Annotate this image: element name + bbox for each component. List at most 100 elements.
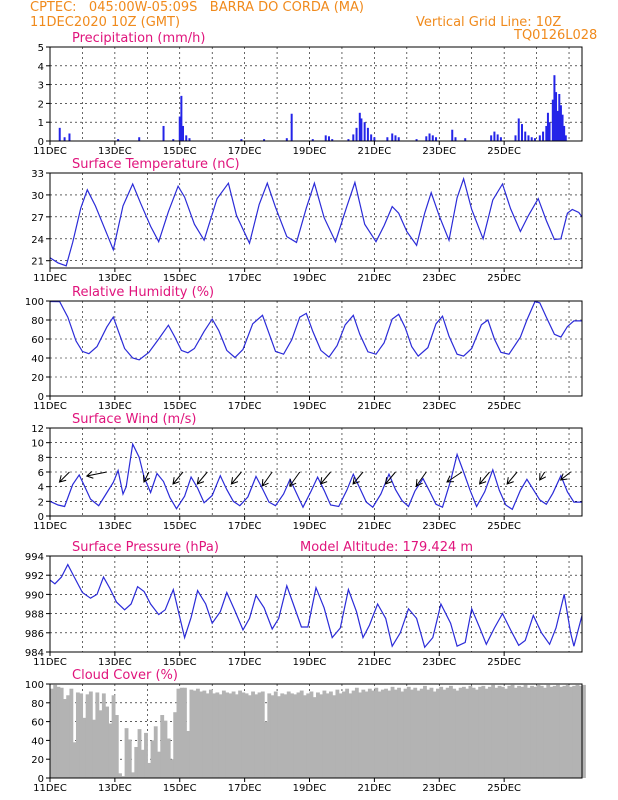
humidity-xtick-label: 17DEC [228, 401, 262, 412]
wind-ytick-label: 4 [38, 483, 44, 494]
precipitation-bar [182, 125, 184, 141]
cloud-bar [358, 692, 363, 778]
pressure-ytick-label: 986 [25, 629, 44, 640]
cloud-bar [465, 688, 470, 778]
humidity-ytick-label: 80 [31, 316, 44, 327]
cloud-bar [390, 686, 395, 778]
wind-arrow [478, 471, 490, 485]
temperature-xtick-label: 21DEC [358, 273, 392, 284]
precipitation-xtick-label: 21DEC [358, 146, 392, 157]
cloud-bar [53, 684, 58, 778]
precipitation-bar [496, 134, 499, 141]
temperature-xtick-label: 23DEC [422, 273, 456, 284]
pressure-xtick-label: 11DEC [33, 657, 67, 668]
cloud-bar [208, 689, 213, 778]
wind-xtick-label: 15DEC [163, 521, 197, 532]
cloud-bar [371, 690, 375, 778]
precipitation-bar [559, 105, 562, 141]
cloud-bar [50, 688, 54, 778]
cloud-bar [328, 691, 333, 778]
precipitation-bar [285, 138, 288, 141]
precipitation-bar [499, 137, 502, 141]
cloud-bar [539, 685, 544, 778]
wind-arrow [506, 471, 518, 485]
cloud-bar [559, 686, 564, 778]
cloud-bar [552, 685, 557, 778]
precipitation-xtick-label: 15DEC [163, 146, 197, 157]
precipitation-bar [394, 135, 397, 141]
precipitation-bar [347, 139, 350, 141]
precipitation-xtick-label: 25DEC [487, 146, 521, 157]
cloud-bar [202, 690, 207, 778]
cloud-bar [423, 685, 427, 778]
humidity-xtick-label: 23DEC [422, 401, 456, 412]
wind-arrow [289, 471, 301, 487]
wind-ytick-label: 10 [31, 439, 44, 450]
wind-arrow [142, 471, 151, 483]
precipitation-xtick-label: 17DEC [228, 146, 262, 157]
cloud-bar [264, 721, 268, 778]
cloud-bar [303, 695, 307, 778]
temperature-ytick-label: 27 [31, 213, 44, 224]
cloud-bar [254, 694, 259, 778]
cloud-bar [166, 738, 171, 778]
precipitation-bar [454, 137, 457, 141]
wind-xtick-label: 17DEC [228, 521, 262, 532]
precipitation-bar [117, 139, 120, 141]
precipitation-bar [514, 135, 517, 141]
cloud-bar [507, 685, 512, 778]
temperature-xtick-label: 11DEC [33, 273, 67, 284]
cloud-bar [455, 690, 460, 778]
precipitation-bar [555, 92, 558, 141]
cloud-bar [520, 686, 525, 778]
cloud-bar [114, 715, 119, 778]
cloud-bar [111, 695, 116, 778]
precipitation-xtick-label: 11DEC [33, 146, 67, 157]
cloud-bar [228, 693, 233, 778]
temperature-title: Surface Temperature (nC) [72, 157, 240, 172]
cloud-bar [367, 688, 372, 778]
cloud-bar [108, 723, 113, 778]
wind-arrow [384, 471, 396, 485]
precipitation-bar [311, 139, 314, 141]
header-station: CPTEC: 045:00W-05:09S BARRA DO CORDA (MA… [30, 0, 364, 15]
wind-arrow [415, 471, 427, 487]
cloud-bar [234, 694, 239, 778]
cloud-bar [195, 688, 200, 778]
cloud-bar [393, 689, 398, 778]
precipitation-bar [324, 135, 327, 141]
precipitation-bar [542, 131, 545, 141]
precipitation-bar [563, 125, 566, 141]
wind-arrow [261, 471, 273, 487]
cloud-bar [247, 695, 252, 778]
cloud-bar [221, 690, 226, 778]
cloud-bar [88, 691, 93, 778]
cloud-bar [62, 699, 67, 778]
cloud-bar [458, 687, 463, 778]
cloud-bar [296, 692, 301, 778]
precipitation-bar [431, 135, 434, 141]
wind-arrow [319, 471, 331, 485]
cloud-xtick-label: 23DEC [422, 783, 456, 794]
cloud-bar [127, 739, 132, 778]
cloud-bar [170, 759, 174, 778]
cloud-bar [280, 693, 285, 778]
wind-ytick-label: 12 [31, 424, 44, 435]
precipitation-bar [360, 118, 363, 141]
cloud-xtick-label: 21DEC [358, 783, 392, 794]
cloud-bar [426, 689, 431, 778]
cloud-ytick-label: 20 [31, 755, 44, 766]
pressure-annotation: Model Altitude: 179.424 m [300, 540, 473, 555]
cloud-bar [270, 695, 275, 778]
wind-arrow [230, 471, 242, 485]
cloud-bar [134, 746, 139, 778]
cloud-bar [332, 695, 337, 778]
header-grid-line: Vertical Grid Line: 10Z [416, 15, 562, 30]
cloud-bar [523, 684, 528, 778]
cloud-bar [260, 691, 265, 778]
cloud-bar [105, 706, 109, 778]
cloud-bar [536, 684, 541, 778]
cloud-bar [319, 694, 324, 778]
cloud-bar [500, 686, 505, 778]
cloud-bar [513, 687, 518, 778]
